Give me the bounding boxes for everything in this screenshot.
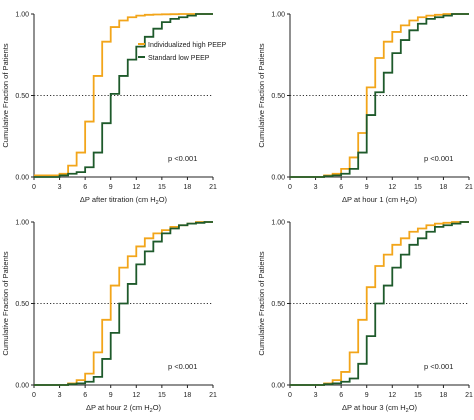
x-axis-label-main: ΔP at hour 1 (cm H [342,195,406,204]
x-tick-label: 21 [209,392,217,399]
x-tick-label: 0 [32,392,36,399]
y-tick-label: 0.00 [271,383,285,390]
x-tick-label: 18 [184,392,192,399]
series-low-peep [290,221,469,386]
y-axis-label: Cumulative Fraction of Patients [257,43,266,147]
x-tick-label: 12 [388,184,396,191]
x-axis-label-main: ΔP at hour 3 (cm H [342,403,406,412]
chart-panel-3: 0 3 6 9 12 15 18 21 0.00 0.50 1.00 p <0.001 ΔP at ho… [1,220,217,415]
x-tick-label: 0 [32,184,36,191]
chart-panel-1: 0 3 6 9 12 15 18 21 0.00 0.50 1.00 p <0.001 ΔP after… [1,12,227,207]
series-high-peep [290,221,469,386]
y-axis-label: Cumulative Fraction of Patients [1,43,10,147]
x-axis-label-subscript: 2 [150,408,153,414]
x-tick-label: 6 [339,392,343,399]
legend: Individualized high PEEP Standard low PEE… [138,42,227,62]
y-tick-label: 0.00 [271,175,285,182]
x-tick-label: 9 [365,184,369,191]
x-tick-label: 15 [414,392,422,399]
x-tick-label: 3 [314,184,318,191]
x-tick-label: 0 [288,392,292,399]
x-tick-label: 18 [440,392,448,399]
x-axis-label-main: ΔP at hour 2 (cm H [86,403,150,412]
x-tick-label: 3 [58,392,62,399]
x-tick-label: 21 [209,184,217,191]
x-axis-label-end: O) [153,403,162,412]
x-tick-label: 3 [58,184,62,191]
series-low-peep [290,13,469,178]
x-tick-label: 9 [109,392,113,399]
y-tick-label: 0.50 [271,301,285,308]
p-value-label: p <0.001 [424,362,453,371]
chart-panel-2: 0 3 6 9 12 15 18 21 0.00 0.50 1.00 p <0.001 ΔP at ho… [257,12,473,207]
x-tick-label: 9 [365,392,369,399]
y-tick-label: 0.50 [15,301,29,308]
x-tick-label: 6 [83,392,87,399]
y-tick-label: 0.50 [271,93,285,100]
y-tick-label: 1.00 [15,220,29,227]
x-tick-label: 6 [339,184,343,191]
series-low-peep [34,13,213,178]
x-axis-label: ΔP after titration (cm H2O) [80,195,168,206]
x-axis-label-subscript: 2 [156,200,159,206]
p-value-label: p <0.001 [424,154,453,163]
y-tick-label: 0.50 [15,93,29,100]
y-axis-label: Cumulative Fraction of Patients [257,251,266,355]
y-axis-label: Cumulative Fraction of Patients [1,251,10,355]
p-value-label: p <0.001 [168,362,197,371]
x-tick-label: 12 [132,184,140,191]
x-tick-label: 21 [465,392,473,399]
p-value-label: p <0.001 [168,154,197,163]
x-tick-label: 18 [440,184,448,191]
x-tick-label: 3 [314,392,318,399]
x-tick-label: 21 [465,184,473,191]
legend-label-high-peep: Individualized high PEEP [148,42,227,49]
series-high-peep [34,13,213,177]
x-tick-label: 15 [158,392,166,399]
y-tick-label: 1.00 [271,12,285,19]
x-axis-label: ΔP at hour 2 (cm H2O) [86,403,162,414]
x-axis-label-main: ΔP after titration (cm H [80,195,156,204]
x-tick-label: 15 [158,184,166,191]
x-axis-label-end: O) [159,195,168,204]
y-tick-label: 1.00 [271,220,285,227]
x-axis-label-subscript: 2 [406,200,409,206]
x-tick-label: 15 [414,184,422,191]
x-tick-label: 12 [132,392,140,399]
y-tick-label: 1.00 [15,12,29,19]
x-axis-label-end: O) [409,403,418,412]
legend-label-low-peep: Standard low PEEP [148,55,210,62]
y-tick-label: 0.00 [15,175,29,182]
x-tick-label: 6 [83,184,87,191]
chart-panel-4: 0 3 6 9 12 15 18 21 0.00 0.50 1.00 p <0.001 ΔP at ho… [257,220,473,415]
x-tick-label: 18 [184,184,192,191]
x-axis-label-end: O) [409,195,418,204]
x-axis-label: ΔP at hour 3 (cm H2O) [342,403,418,414]
x-axis-label: ΔP at hour 1 (cm H2O) [342,195,418,206]
x-tick-label: 12 [388,392,396,399]
x-tick-label: 9 [109,184,113,191]
x-tick-label: 0 [288,184,292,191]
series-high-peep [290,13,469,178]
y-tick-label: 0.00 [15,383,29,390]
series-low-peep [34,221,213,386]
x-axis-label-subscript: 2 [406,408,409,414]
